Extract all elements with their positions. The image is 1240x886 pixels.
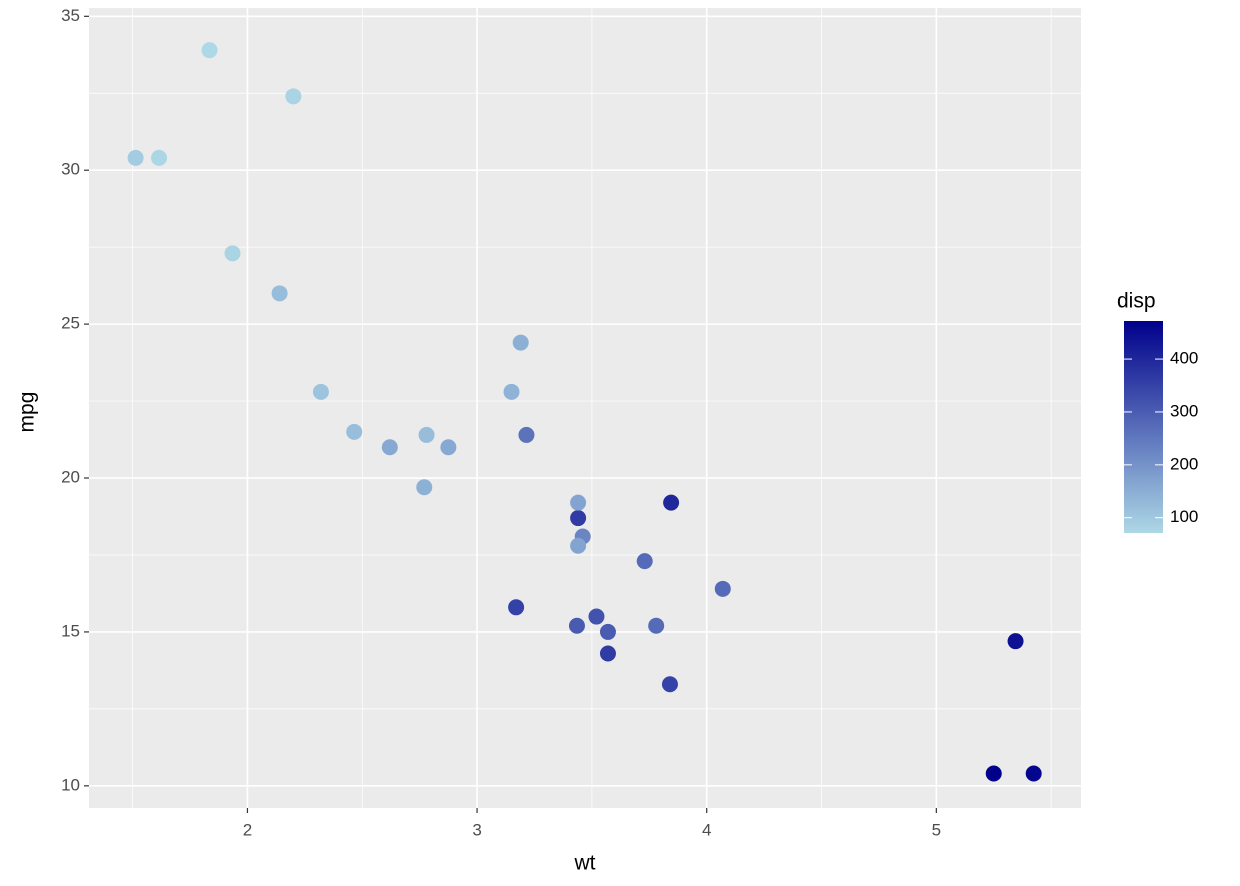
y-tick-label: 25 [61, 314, 80, 333]
point [503, 383, 520, 400]
y-tick-label: 30 [61, 160, 80, 179]
point [661, 676, 678, 693]
point [599, 645, 616, 662]
x-tick-label: 4 [702, 820, 711, 839]
point [1025, 765, 1042, 782]
legend-label: 300 [1170, 401, 1198, 420]
x-tick-label: 5 [932, 820, 941, 839]
point [570, 537, 587, 554]
point [512, 334, 529, 351]
legend-label: 400 [1170, 349, 1198, 368]
point [312, 383, 329, 400]
point [636, 553, 653, 570]
point [1007, 633, 1024, 650]
y-tick-label: 10 [61, 775, 80, 794]
x-tick-label: 3 [472, 820, 481, 839]
point [151, 149, 168, 166]
legend-label: 200 [1170, 454, 1198, 473]
point [648, 617, 665, 634]
point [568, 617, 585, 634]
y-tick-label: 15 [61, 621, 80, 640]
x-axis-title: wt [574, 852, 596, 875]
point [588, 608, 605, 625]
point [663, 494, 680, 511]
point [985, 765, 1002, 782]
y-tick-label: 35 [61, 6, 80, 25]
point [518, 426, 535, 443]
point [346, 423, 363, 440]
point [570, 510, 587, 527]
colorbar [1124, 321, 1163, 533]
point [224, 245, 241, 262]
legend-title: disp [1117, 290, 1156, 313]
y-tick-label: 20 [61, 468, 80, 487]
y-axis-title: mpg [16, 392, 39, 433]
legend-label: 100 [1170, 507, 1198, 526]
point [381, 439, 398, 456]
point [201, 42, 218, 59]
point [714, 580, 731, 597]
point [508, 599, 525, 616]
point [599, 623, 616, 640]
x-tick-label: 2 [243, 820, 252, 839]
point [440, 439, 457, 456]
point [285, 88, 302, 105]
point [271, 285, 288, 302]
point [416, 479, 433, 496]
panel [89, 8, 1081, 808]
point [418, 426, 435, 443]
point [127, 149, 144, 166]
point [570, 494, 587, 511]
